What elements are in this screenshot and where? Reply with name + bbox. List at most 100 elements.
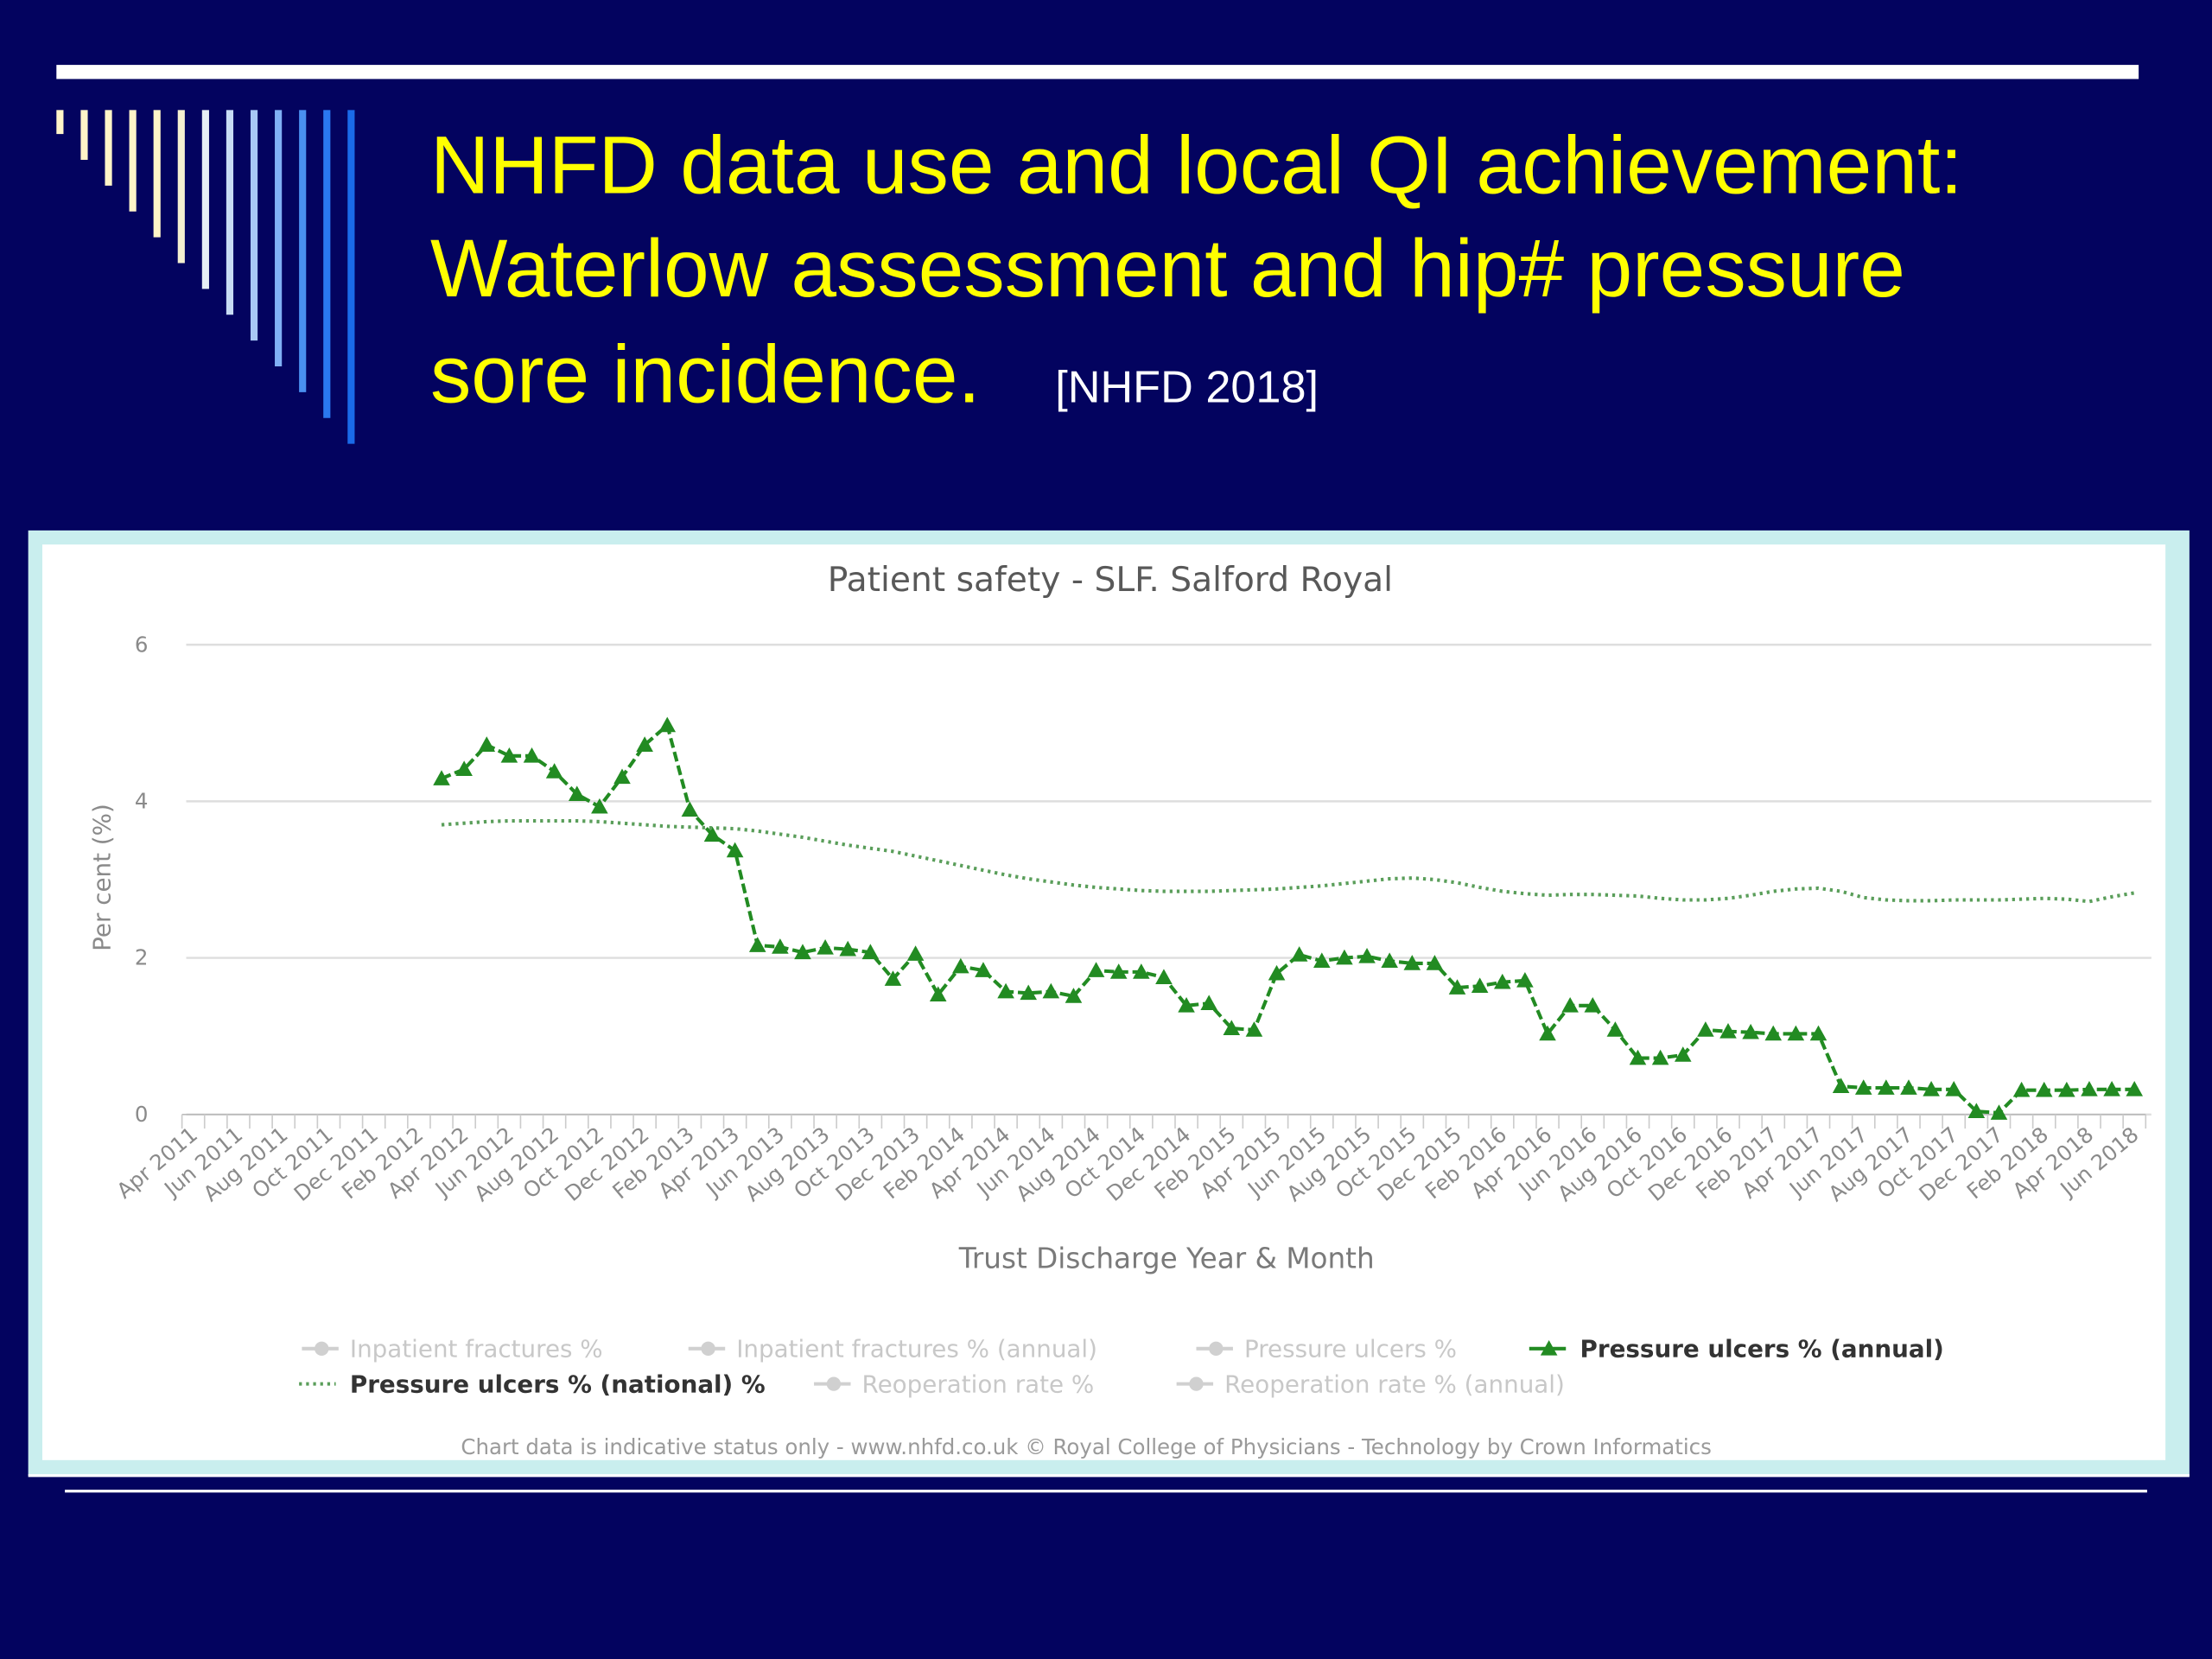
chart-title: Patient safety - SLF. Salford Royal (828, 561, 1393, 600)
point (1561, 997, 1579, 1013)
stripe (177, 110, 185, 264)
legend-symbol (1540, 1340, 1558, 1356)
stripe (299, 110, 307, 392)
point (839, 940, 857, 957)
point (1223, 1020, 1241, 1035)
point (929, 986, 947, 1001)
point (997, 982, 1014, 999)
point (975, 962, 992, 977)
point (1832, 1077, 1850, 1094)
slide-title: sore incidence. (430, 328, 981, 420)
point (1358, 947, 1376, 963)
point (681, 801, 699, 817)
point (1719, 1022, 1737, 1039)
point (545, 763, 563, 779)
point (1629, 1049, 1647, 1065)
point (1493, 973, 1511, 989)
stripe (129, 110, 137, 212)
y-tick-label: 6 (135, 632, 149, 657)
legend-label: Inpatient fractures % (annual) (736, 1335, 1097, 1363)
point (1764, 1025, 1783, 1041)
footnote: Chart data is indicative status only - w… (461, 1434, 1712, 1459)
legend-label: Pressure ulcers % (national) % (350, 1370, 766, 1398)
point (1787, 1025, 1805, 1041)
point (1945, 1081, 1963, 1096)
point (1290, 946, 1308, 962)
point (2081, 1081, 2098, 1096)
rule (28, 1474, 2190, 1478)
point (1584, 997, 1602, 1013)
point (1087, 962, 1105, 977)
legend-label: Pressure ulcers % (1244, 1335, 1457, 1363)
point (1809, 1025, 1827, 1041)
legend-symbol (1189, 1376, 1204, 1391)
y-tick-label: 0 (135, 1102, 149, 1127)
stripe (347, 110, 355, 444)
stripe (201, 110, 209, 289)
x-axis-title: Trust Discharge Year & Month (958, 1243, 1375, 1275)
slide-title: NHFD data use and local QI achievement: (430, 120, 1963, 212)
point (1155, 969, 1173, 985)
series-line (441, 721, 2135, 1116)
point (1336, 949, 1353, 965)
point (952, 957, 969, 974)
y-axis-title: Per cent (%) (87, 804, 116, 951)
point (884, 970, 902, 986)
legend-label: Pressure ulcers % (annual) (1580, 1335, 1944, 1363)
point (1990, 1104, 2008, 1120)
point (636, 736, 653, 752)
point (906, 945, 925, 961)
legend-symbol (701, 1341, 715, 1356)
point (1742, 1023, 1759, 1039)
point (1900, 1079, 1917, 1095)
stripe (275, 110, 283, 367)
point (591, 798, 608, 814)
point (1245, 1021, 1263, 1037)
point (794, 944, 811, 960)
point (1109, 963, 1128, 979)
series-line (441, 818, 2135, 904)
point (1426, 955, 1444, 970)
point (1381, 952, 1398, 969)
point (1854, 1079, 1872, 1095)
point (748, 937, 766, 952)
stripe (323, 110, 331, 418)
point (1471, 977, 1489, 994)
stripe (56, 110, 64, 135)
point (1313, 952, 1331, 969)
point (2012, 1081, 2031, 1097)
y-tick-label: 4 (135, 789, 149, 814)
stripe (226, 110, 234, 315)
point (478, 736, 496, 752)
point (1020, 984, 1037, 1001)
point (2058, 1081, 2075, 1097)
point (1042, 982, 1060, 999)
point (613, 768, 631, 785)
legend-label: Inpatient fractures % (350, 1335, 603, 1363)
point (2126, 1081, 2143, 1096)
stripe (105, 110, 112, 186)
rule (65, 1490, 2147, 1493)
stripe (153, 110, 161, 238)
point (861, 944, 880, 960)
point (455, 760, 473, 777)
point (1606, 1021, 1624, 1037)
point (1065, 988, 1083, 1003)
y-tick-label: 2 (135, 945, 149, 970)
point (1878, 1079, 1895, 1095)
point (1403, 955, 1421, 970)
point (1674, 1046, 1692, 1062)
point (1178, 997, 1195, 1013)
stripe (80, 110, 88, 160)
point (772, 938, 789, 954)
point (1967, 1103, 1986, 1119)
legend-symbol (315, 1341, 329, 1356)
point (1200, 995, 1217, 1010)
slide-title: Waterlow assessment and hip# pressure (430, 223, 1905, 315)
point (1697, 1021, 1714, 1037)
point (1923, 1081, 1940, 1096)
point (433, 770, 450, 785)
point (500, 747, 518, 763)
point (1133, 963, 1150, 979)
point (1651, 1049, 1669, 1065)
